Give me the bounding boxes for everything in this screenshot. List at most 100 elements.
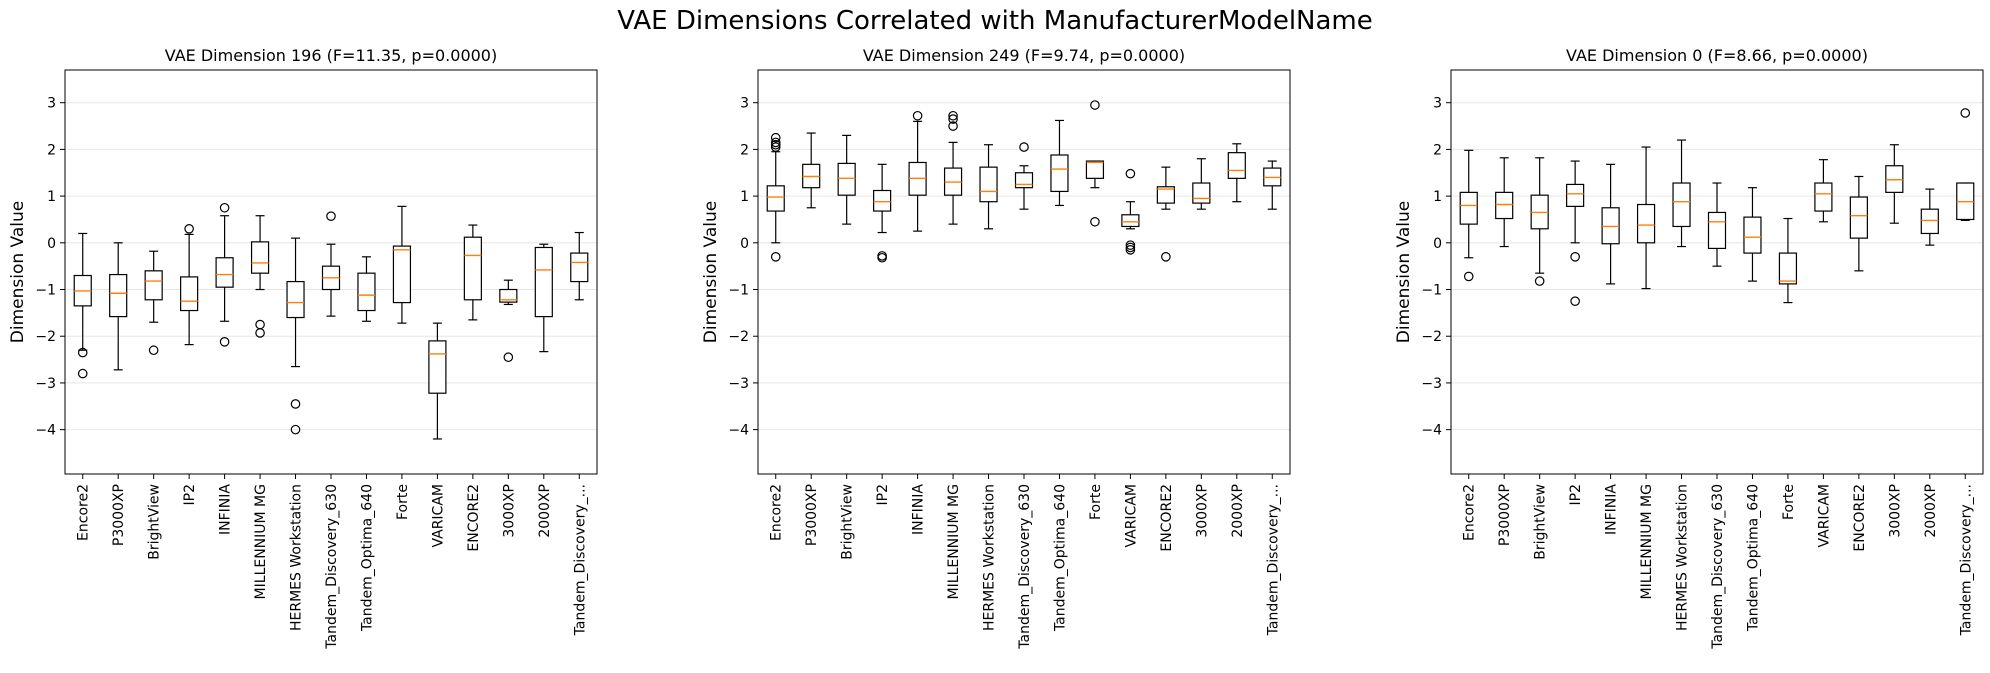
- iqr-box: [357, 272, 376, 312]
- iqr-box: [499, 288, 518, 303]
- box-3: [1566, 160, 1585, 306]
- x-tick-label: IP2: [875, 484, 891, 505]
- box-8: [357, 256, 376, 322]
- iqr-box: [1121, 214, 1140, 228]
- x-tick-label: 2000XP: [537, 484, 553, 538]
- outlier-point: [770, 132, 781, 143]
- box-7: [1707, 182, 1727, 267]
- x-tick-label: IP2: [182, 484, 198, 505]
- y-tick-label: 3: [1433, 96, 1442, 112]
- figure-title: VAE Dimensions Correlated with Manufactu…: [617, 6, 1373, 36]
- y-tick-label: 3: [740, 96, 749, 112]
- iqr-box: [1707, 211, 1727, 250]
- x-tick-label: ENCORE2: [1852, 484, 1868, 552]
- box-4: [215, 202, 234, 347]
- iqr-box: [1156, 186, 1175, 204]
- iqr-box: [534, 246, 553, 318]
- y-tick-label: 2: [47, 142, 56, 158]
- box-3: [180, 223, 199, 346]
- box-4: [908, 110, 927, 232]
- outlier-point: [770, 142, 781, 152]
- iqr-box: [1566, 183, 1585, 207]
- x-tick-label: P3000XP: [111, 484, 127, 546]
- box-6: [1672, 139, 1691, 248]
- x-tick-label: 3000XP: [1887, 484, 1903, 538]
- box-14: [1263, 160, 1282, 210]
- y-tick-label: −4: [1421, 423, 1442, 439]
- box-12: [499, 279, 518, 363]
- box-5: [1636, 146, 1656, 290]
- x-tick-label: MILLENNIUM MG: [946, 484, 962, 599]
- y-tick-label: 0: [47, 236, 56, 252]
- outlier-point: [1161, 252, 1171, 262]
- x-tick-label: Tandem_Optima_640: [1745, 484, 1761, 632]
- box-8: [1743, 187, 1762, 282]
- y-tick-label: 1: [740, 189, 749, 205]
- iqr-box: [1085, 160, 1105, 179]
- iqr-box: [1495, 191, 1514, 220]
- x-tick-label: MILLENNIUM MG: [1639, 484, 1655, 599]
- x-tick-label: MILLENNIUM MG: [253, 484, 269, 599]
- y-tick-label: 0: [1433, 236, 1442, 252]
- y-tick-label: 0: [740, 236, 749, 252]
- y-tick-label: −4: [728, 423, 749, 439]
- iqr-box: [979, 166, 998, 203]
- iqr-box: [215, 257, 234, 288]
- iqr-box: [286, 280, 305, 319]
- box-5: [250, 215, 270, 338]
- box-2: [144, 250, 163, 356]
- outlier-point: [184, 223, 194, 234]
- plot-frame: [757, 69, 1291, 475]
- chart-panel-2: VAE Dimension 0 (F=8.66, p=0.0000) Dimens…: [1394, 46, 1984, 650]
- outlier-point: [1534, 276, 1545, 286]
- x-tick-label: BrightView: [147, 484, 163, 560]
- x-tick-label: ENCORE2: [466, 484, 482, 552]
- outlier-point: [912, 110, 923, 121]
- box-2: [1530, 157, 1549, 286]
- x-tick-label: Tandem_Discovery_630: [324, 484, 340, 650]
- outlier-point: [770, 137, 781, 148]
- x-tick-label: HERMES Workstation: [982, 484, 998, 631]
- iqr-box: [1743, 216, 1762, 254]
- box-14: [1956, 108, 1975, 221]
- outlier-point: [770, 252, 781, 262]
- iqr-box: [1192, 182, 1211, 204]
- outlier-point: [1019, 142, 1029, 152]
- iqr-box: [180, 276, 199, 312]
- outlier-point: [290, 424, 301, 435]
- x-tick-label: Forte: [1781, 484, 1797, 520]
- iqr-box: [837, 162, 856, 196]
- x-tick-label: BrightView: [840, 484, 856, 560]
- iqr-box: [109, 273, 128, 318]
- x-tick-label: BrightView: [1533, 484, 1549, 560]
- outlier-point: [1125, 240, 1136, 250]
- outlier-point: [1125, 168, 1136, 179]
- plot-frame: [64, 69, 598, 475]
- outlier-point: [1090, 100, 1100, 110]
- box-11: [1849, 175, 1868, 272]
- box-2: [837, 134, 856, 225]
- y-tick-label: −1: [728, 283, 749, 299]
- x-tick-label: Forte: [1088, 484, 1104, 520]
- x-tick-label: HERMES Workstation: [289, 484, 305, 631]
- x-tick-label: INFINIA: [1604, 484, 1620, 535]
- box-0: [1459, 149, 1478, 282]
- y-axis-label: Dimension Value: [701, 201, 721, 343]
- box-0: [73, 232, 92, 379]
- box-7: [321, 211, 341, 317]
- y-tick-label: 2: [740, 142, 749, 158]
- x-tick-label: Encore2: [76, 484, 92, 541]
- outlier-point: [877, 252, 887, 263]
- plot-frame: [1450, 69, 1984, 475]
- iqr-box: [873, 189, 892, 212]
- iqr-box: [250, 241, 270, 274]
- outlier-point: [255, 328, 265, 338]
- y-tick-label: −3: [728, 376, 749, 392]
- outlier-point: [948, 114, 958, 124]
- iqr-box: [570, 252, 589, 283]
- outlier-point: [1090, 216, 1100, 227]
- y-tick-label: −2: [728, 329, 749, 345]
- chart-panel-1: VAE Dimension 249 (F=9.74, p=0.0000) Dime…: [701, 46, 1291, 650]
- box-13: [1227, 143, 1246, 203]
